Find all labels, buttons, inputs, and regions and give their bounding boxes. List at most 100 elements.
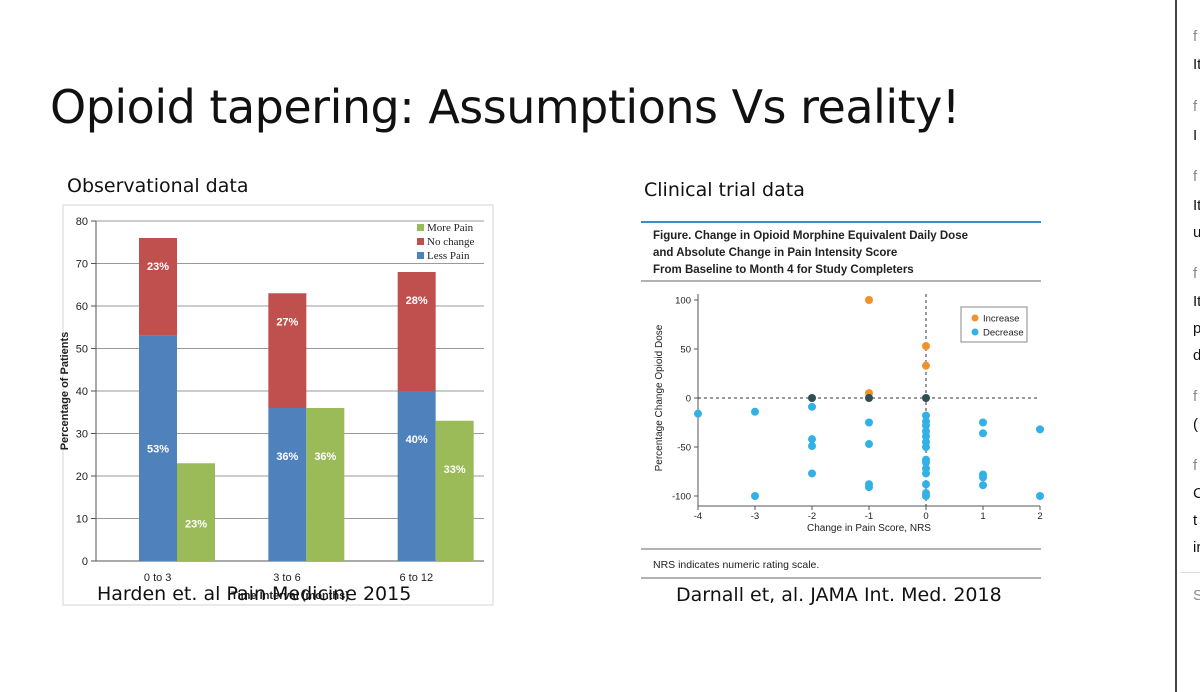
legend-entry: Less Pain (427, 250, 470, 262)
x-tick-label: 6 to 12 (400, 572, 434, 584)
legend-entry: Decrease (983, 328, 1024, 339)
figure-title-line: From Baseline to Month 4 for Study Compl… (653, 264, 914, 276)
y-tick-label: 50 (680, 345, 691, 356)
scatter-point (808, 435, 816, 444)
slide: Opioid tapering: Assumptions Vs reality!… (50, 80, 1044, 606)
scatter-point (865, 440, 873, 449)
bar-less-pain (397, 391, 436, 561)
bar-less-pain (139, 335, 177, 561)
y-tick-label: -50 (677, 443, 691, 454)
y-tick-label: 10 (76, 514, 88, 526)
side-panel-text: ir (1193, 539, 1200, 556)
scatter-point (922, 394, 930, 402)
data-label-more-pain: 23% (185, 518, 207, 530)
bar-no-change (268, 293, 307, 408)
legend-swatch (417, 238, 424, 245)
figure-title-line: Figure. Change in Opioid Morphine Equiva… (653, 230, 968, 242)
scatter-point (979, 429, 987, 438)
x-tick-label: -3 (751, 511, 759, 522)
clinical-trial-data-label: Clinical trial data (644, 179, 805, 201)
legend-marker (971, 314, 979, 322)
side-panel-text: ( (1193, 416, 1198, 433)
scatter-point (1036, 492, 1044, 500)
slide-title: Opioid tapering: Assumptions Vs reality! (50, 80, 960, 134)
x-tick-label: -4 (694, 511, 702, 522)
data-label-no-change: 23% (147, 261, 169, 273)
scatter-point (808, 469, 816, 478)
scatter-point (808, 402, 816, 411)
y-tick-label: 0 (686, 394, 691, 405)
y-tick-label: 50 (76, 344, 88, 356)
x-axis-label: Time Interval (months) (231, 590, 349, 602)
scatter-point (865, 394, 873, 402)
side-panel-text: It (1193, 197, 1200, 214)
scatter-point (922, 492, 930, 500)
y-tick-label: 100 (675, 296, 691, 307)
y-tick-label: -100 (672, 492, 691, 503)
x-tick-label: 0 (923, 511, 928, 522)
scatter-point (922, 361, 930, 370)
y-tick-label: 20 (76, 471, 88, 483)
side-panel-text: f (1193, 98, 1198, 115)
legend-box (960, 306, 1028, 343)
scatter-point (1036, 425, 1044, 434)
bar-less-pain (268, 408, 307, 561)
scatter-point (865, 296, 873, 304)
scatter-chart: Figure. Change in Opioid Morphine Equiva… (641, 221, 1044, 579)
right-citation: Darnall et, al. JAMA Int. Med. 2018 (676, 584, 1002, 606)
data-label-more-pain: 33% (444, 464, 466, 476)
side-panel-text: d (1193, 347, 1200, 364)
scatter-point (751, 492, 759, 500)
bar-more-pain (306, 408, 345, 561)
x-tick-label: -1 (865, 511, 873, 522)
y-tick-label: 30 (76, 429, 88, 441)
footnote: NRS indicates numeric rating scale. (653, 559, 819, 571)
y-tick-label: 60 (76, 301, 88, 313)
x-tick-label: 3 to 6 (273, 572, 301, 584)
side-panel[interactable]: fItfIfItufItpdf(fCtirS (1175, 0, 1200, 692)
side-panel-text: It (1193, 293, 1200, 310)
scatter-point (979, 418, 987, 427)
scatter-point (922, 432, 930, 441)
legend-swatch (417, 252, 424, 259)
legend-marker (971, 328, 979, 336)
side-panel-text: p (1193, 320, 1200, 337)
legend-swatch (417, 224, 424, 231)
y-tick-label: 70 (76, 259, 88, 271)
x-axis-label: Change in Pain Score, NRS (807, 523, 931, 534)
figure-title-line: and Absolute Change in Pain Intensity Sc… (653, 247, 897, 259)
x-tick-label: -2 (808, 511, 816, 522)
scatter-point (979, 481, 987, 490)
scatter-point (922, 411, 930, 420)
data-label-less-pain: 36% (276, 451, 298, 463)
scatter-point (922, 469, 930, 478)
side-panel-text: u (1193, 224, 1200, 241)
scatter-point (808, 394, 816, 402)
scatter-point (865, 483, 873, 492)
scatter-point (922, 421, 930, 430)
data-label-less-pain: 53% (147, 443, 169, 455)
side-panel-text: f (1193, 265, 1198, 282)
scatter-point (751, 407, 759, 416)
side-panel-text: S (1193, 587, 1200, 604)
scatter-point (865, 418, 873, 427)
scatter-point (922, 480, 930, 489)
scatter-point (922, 342, 930, 351)
side-panel-text: C (1193, 485, 1200, 502)
scatter-point (808, 442, 816, 451)
scatter-point (979, 473, 987, 482)
side-panel-text: f (1193, 388, 1198, 405)
data-label-no-change: 27% (276, 316, 298, 328)
observational-data-label: Observational data (67, 175, 249, 197)
y-tick-label: 80 (76, 216, 88, 228)
bar-no-change (139, 238, 177, 336)
data-label-more-pain: 36% (314, 451, 336, 463)
y-axis-label: Percentage Change Opioid Dose (654, 324, 665, 471)
data-label-no-change: 28% (406, 295, 428, 307)
x-tick-label: 0 to 3 (144, 572, 172, 584)
legend-entry: More Pain (427, 222, 474, 234)
y-tick-label: 0 (82, 556, 88, 568)
left-citation: Harden et. al Pain Medicine 2015 (97, 583, 412, 605)
scatter-point (922, 458, 930, 467)
scatter-point (694, 409, 702, 418)
